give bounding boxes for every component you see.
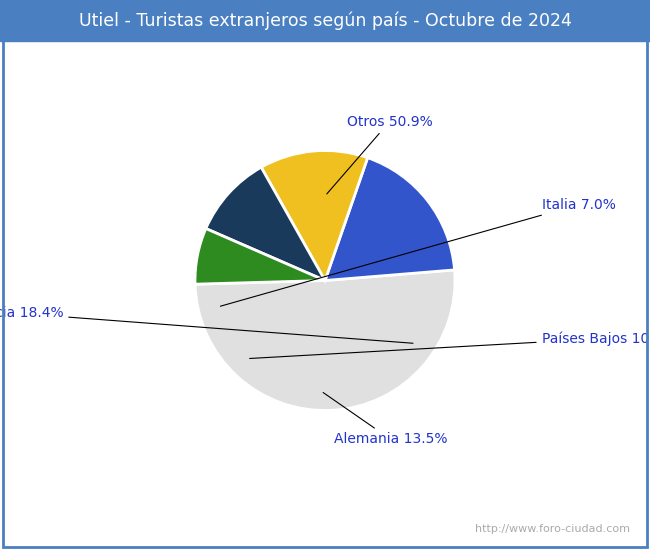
Text: Países Bajos 10.3%: Países Bajos 10.3% <box>250 331 650 359</box>
Text: Utiel - Turistas extranjeros según país - Octubre de 2024: Utiel - Turistas extranjeros según país … <box>79 12 571 30</box>
Text: Francia 18.4%: Francia 18.4% <box>0 306 413 343</box>
Text: Italia 7.0%: Italia 7.0% <box>220 197 616 306</box>
Wedge shape <box>195 270 455 410</box>
Wedge shape <box>261 151 368 280</box>
Text: http://www.foro-ciudad.com: http://www.foro-ciudad.com <box>476 524 630 534</box>
Wedge shape <box>206 167 325 280</box>
Wedge shape <box>195 229 325 284</box>
Text: Otros 50.9%: Otros 50.9% <box>327 114 432 194</box>
Wedge shape <box>325 158 454 280</box>
Text: Alemania 13.5%: Alemania 13.5% <box>323 393 448 447</box>
